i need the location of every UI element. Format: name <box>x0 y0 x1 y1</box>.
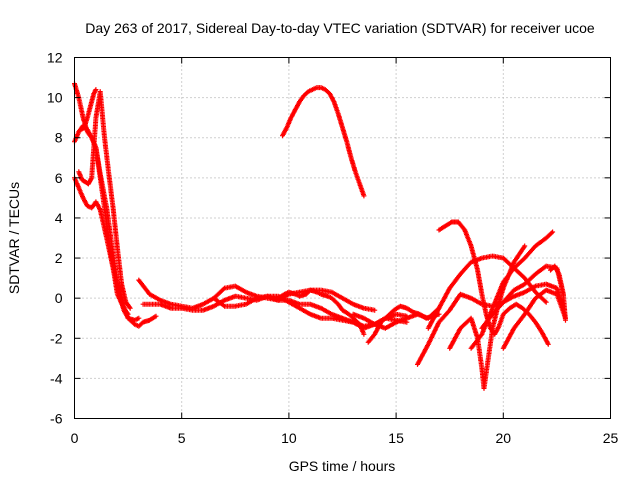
x-tick-label: 15 <box>388 430 404 446</box>
chart-title: Day 263 of 2017, Sidereal Day-to-day VTE… <box>85 20 595 36</box>
series-arc-10 <box>280 85 367 199</box>
y-tick-label: -4 <box>50 370 63 386</box>
axis-ticks: 0 5 10 15 20 25 -6 -4 -2 0 2 4 6 8 10 12 <box>47 50 619 447</box>
series-markers <box>76 89 133 311</box>
series-markers <box>78 87 99 133</box>
y-tick-label: -2 <box>50 330 63 346</box>
x-axis-label: GPS time / hours <box>289 458 396 474</box>
y-tick-label: 8 <box>55 130 63 146</box>
x-tick-label: 20 <box>496 430 512 446</box>
plot-frame <box>74 57 611 419</box>
series-markers <box>436 219 551 347</box>
data-series <box>72 81 568 391</box>
series-arc-19 <box>500 287 568 351</box>
x-tick-label: 25 <box>603 430 619 446</box>
series-arc-12 <box>365 303 442 345</box>
x-tick-label: 10 <box>281 430 297 446</box>
grid-lines <box>74 57 611 419</box>
y-tick-label: 10 <box>47 90 63 106</box>
x-tick-label: 5 <box>178 430 186 446</box>
y-tick-label: 6 <box>55 170 63 186</box>
series-arc-5 <box>78 87 99 133</box>
series-arc-9 <box>275 287 367 337</box>
y-tick-label: 4 <box>55 210 63 226</box>
y-tick-label: 0 <box>55 290 63 306</box>
series-markers <box>280 85 367 199</box>
y-tick-label: 2 <box>55 250 63 266</box>
series-markers <box>275 287 367 337</box>
series-markers <box>500 287 568 351</box>
series-arc-20 <box>548 263 568 323</box>
series-markers <box>365 303 442 345</box>
y-tick-label: 12 <box>47 50 63 66</box>
y-tick-label: -6 <box>50 411 63 427</box>
series-arc-14 <box>425 253 549 331</box>
x-tick-label: 0 <box>71 430 79 446</box>
series-markers <box>425 253 549 331</box>
series-arc-15 <box>436 219 551 347</box>
y-axis-label: SDTVAR / TECUs <box>6 182 22 294</box>
series-markers <box>548 263 568 323</box>
series-arc-4 <box>76 89 133 311</box>
